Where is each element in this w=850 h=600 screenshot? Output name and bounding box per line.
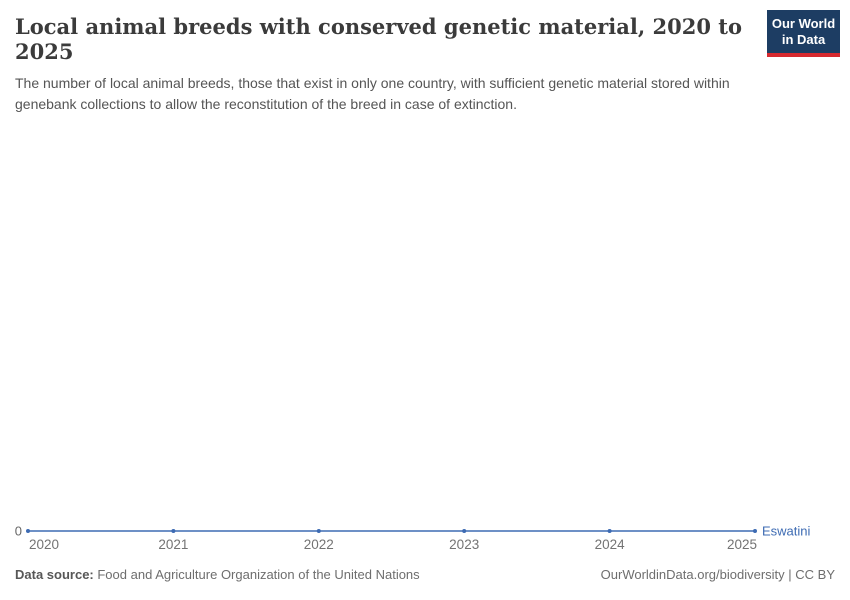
data-point — [316, 529, 321, 533]
owid-logo[interactable]: Our World in Data — [767, 10, 840, 57]
page-title: Local animal breeds with conserved genet… — [15, 14, 742, 65]
owid-logo-line1: Our World — [771, 16, 836, 31]
data-source-label: Data source: — [15, 567, 94, 582]
data-point — [171, 529, 176, 533]
owid-logo-line2: in Data — [781, 31, 826, 47]
x-tick-label-2022: 2022 — [304, 537, 334, 552]
x-tick-label-2024: 2024 — [595, 537, 626, 552]
chart-header: Local animal breeds with conserved genet… — [15, 14, 755, 114]
data-point — [26, 529, 30, 533]
chart-subtitle: The number of local animal breeds, those… — [15, 75, 730, 112]
y-axis-zero-label: 0 — [15, 524, 22, 539]
plot-area: 0 Eswatini 2020 2021 2022 2023 2024 2025 — [0, 95, 850, 565]
chart-svg: 0 Eswatini 2020 2021 2022 2023 2024 2025 — [15, 524, 811, 553]
entity-label-eswatini[interactable]: Eswatini — [762, 524, 811, 539]
x-tick-label-2020: 2020 — [29, 537, 59, 552]
chart-footer: Data source: Food and Agriculture Organi… — [15, 567, 835, 582]
credit-link[interactable]: OurWorldinData.org/biodiversity | CC BY — [600, 567, 835, 582]
data-point — [753, 529, 757, 533]
x-tick-label-2023: 2023 — [449, 537, 479, 552]
x-tick-label-2021: 2021 — [158, 537, 188, 552]
data-point — [607, 529, 612, 533]
data-source-value: Food and Agriculture Organization of the… — [93, 567, 420, 582]
x-tick-label-2025: 2025 — [727, 537, 757, 552]
data-point — [462, 529, 467, 533]
data-source: Data source: Food and Agriculture Organi… — [15, 567, 420, 582]
